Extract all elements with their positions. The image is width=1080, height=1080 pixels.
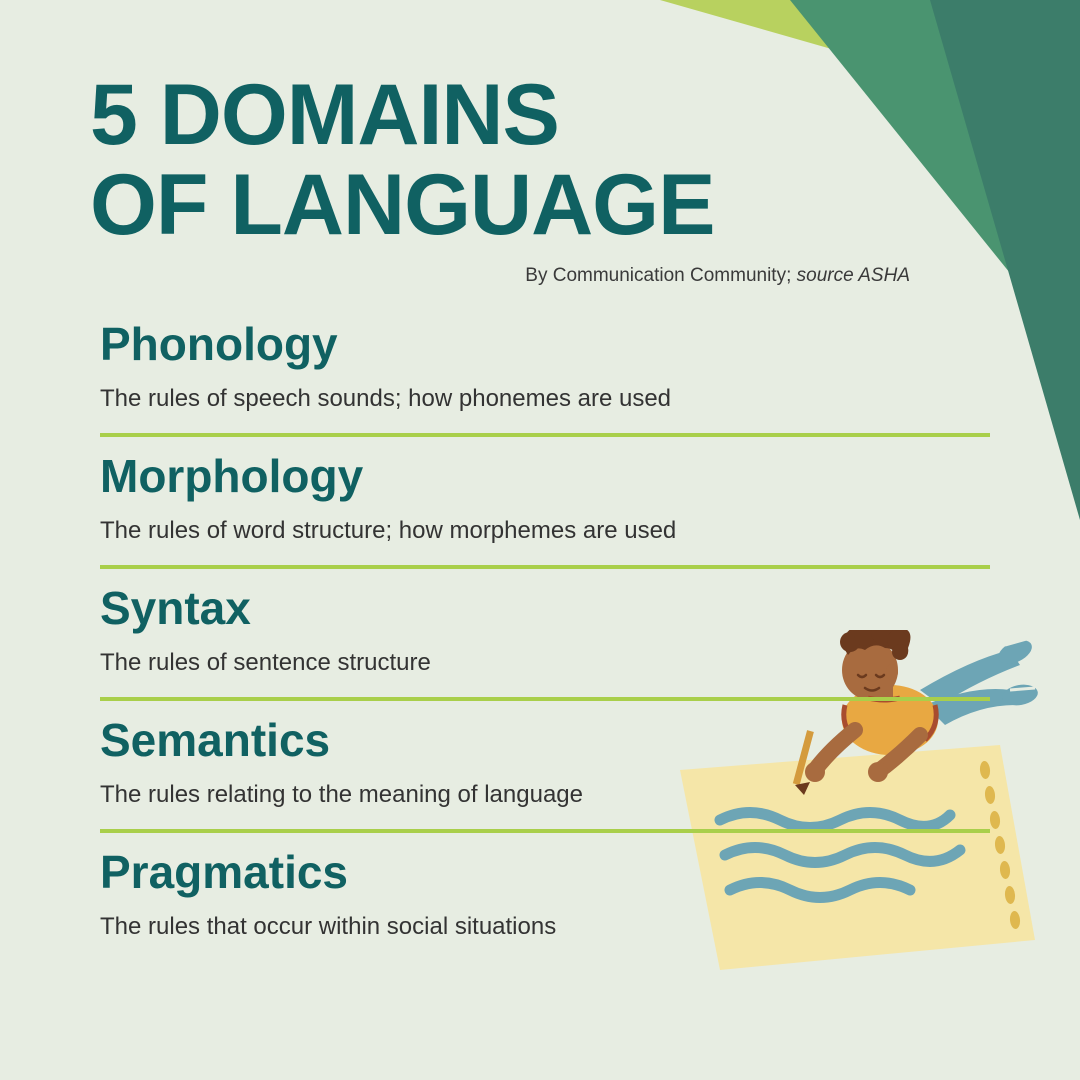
domain-description: The rules relating to the meaning of lan…: [100, 781, 990, 809]
domain-heading: Pragmatics: [100, 845, 990, 899]
domain-description: The rules of speech sounds; how phonemes…: [100, 385, 990, 413]
domain-heading: Phonology: [100, 317, 990, 371]
domain-description: The rules of word structure; how morphem…: [100, 517, 990, 545]
domain-list: Phonology The rules of speech sounds; ho…: [90, 305, 990, 961]
domain-item: Semantics The rules relating to the mean…: [100, 701, 990, 833]
domain-heading: Syntax: [100, 581, 990, 635]
domain-heading: Morphology: [100, 449, 990, 503]
byline-source: source ASHA: [797, 265, 910, 286]
title-line-1: 5 DOMAINS: [90, 67, 559, 163]
domain-item: Morphology The rules of word structure; …: [100, 437, 990, 569]
domain-heading: Semantics: [100, 713, 990, 767]
byline: By Communication Community; source ASHA: [90, 265, 990, 287]
domain-description: The rules of sentence structure: [100, 649, 990, 677]
domain-item: Phonology The rules of speech sounds; ho…: [100, 305, 990, 437]
page-title: 5 DOMAINS OF LANGUAGE: [90, 70, 990, 251]
domain-item: Pragmatics The rules that occur within s…: [100, 833, 990, 961]
domain-item: Syntax The rules of sentence structure: [100, 569, 990, 701]
byline-author: By Communication Community;: [525, 265, 796, 286]
title-line-2: OF LANGUAGE: [90, 157, 714, 253]
domain-description: The rules that occur within social situa…: [100, 913, 990, 941]
